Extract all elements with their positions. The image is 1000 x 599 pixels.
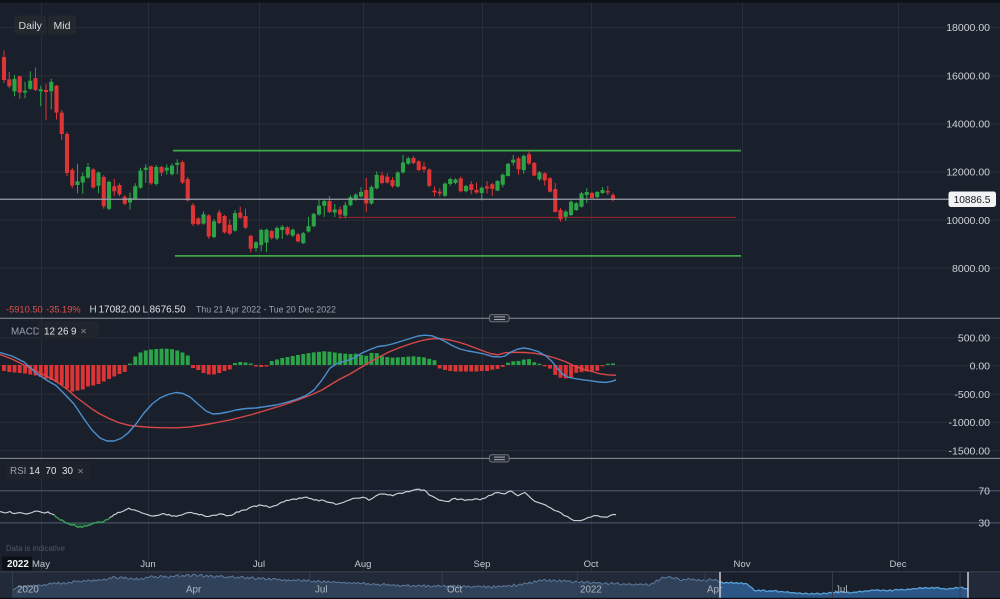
svg-text:9: 9 bbox=[71, 326, 76, 337]
svg-text:-1000.00: -1000.00 bbox=[949, 417, 991, 429]
svg-text:May: May bbox=[32, 559, 50, 570]
svg-text:10000.00: 10000.00 bbox=[946, 215, 990, 227]
svg-text:×: × bbox=[78, 465, 84, 477]
svg-text:Data is indicative: Data is indicative bbox=[6, 544, 65, 553]
svg-text:-1500.00: -1500.00 bbox=[949, 445, 991, 457]
svg-text:×: × bbox=[81, 326, 87, 338]
svg-text:Jun: Jun bbox=[140, 559, 155, 570]
svg-text:500.00: 500.00 bbox=[958, 333, 990, 345]
svg-text:-5910.50: -5910.50 bbox=[6, 304, 43, 314]
svg-text:12000.00: 12000.00 bbox=[946, 167, 990, 179]
svg-text:2022: 2022 bbox=[580, 584, 602, 595]
svg-text:17082.00: 17082.00 bbox=[99, 305, 141, 316]
svg-text:12: 12 bbox=[44, 326, 55, 337]
svg-text:26: 26 bbox=[58, 326, 69, 337]
svg-text:8676.50: 8676.50 bbox=[150, 305, 187, 316]
svg-text:MACD: MACD bbox=[11, 326, 40, 337]
svg-text:2022: 2022 bbox=[7, 559, 29, 570]
svg-text:Oct: Oct bbox=[447, 584, 463, 595]
svg-text:RSI: RSI bbox=[10, 466, 26, 477]
svg-text:16000.00: 16000.00 bbox=[946, 70, 990, 82]
svg-text:Mid: Mid bbox=[54, 20, 71, 32]
svg-text:18000.00: 18000.00 bbox=[946, 22, 990, 34]
svg-text:Dec: Dec bbox=[890, 559, 907, 570]
svg-text:Apr: Apr bbox=[707, 584, 723, 595]
svg-text:0.00: 0.00 bbox=[970, 361, 991, 373]
svg-text:70: 70 bbox=[978, 485, 990, 497]
svg-text:Oct: Oct bbox=[584, 559, 599, 570]
svg-text:30: 30 bbox=[62, 466, 73, 477]
svg-text:Sep: Sep bbox=[474, 559, 491, 570]
svg-text:L: L bbox=[143, 305, 149, 316]
svg-text:-500.00: -500.00 bbox=[954, 389, 990, 401]
svg-text:14000.00: 14000.00 bbox=[946, 119, 990, 131]
svg-text:Apr: Apr bbox=[186, 584, 202, 595]
svg-text:Jul: Jul bbox=[253, 559, 265, 570]
svg-text:14: 14 bbox=[29, 466, 40, 477]
svg-text:Daily: Daily bbox=[19, 20, 43, 32]
svg-text:Nov: Nov bbox=[734, 559, 751, 570]
svg-text:8000.00: 8000.00 bbox=[952, 263, 990, 275]
svg-text:70: 70 bbox=[46, 466, 57, 477]
svg-text:2020: 2020 bbox=[17, 584, 39, 595]
svg-text:-35.19%: -35.19% bbox=[46, 304, 81, 314]
svg-text:10886.5: 10886.5 bbox=[954, 195, 991, 206]
svg-text:Jul: Jul bbox=[835, 584, 848, 595]
svg-text:30: 30 bbox=[978, 518, 990, 530]
svg-text:Jul: Jul bbox=[315, 584, 328, 595]
svg-text:H: H bbox=[90, 305, 97, 316]
svg-text:Aug: Aug bbox=[355, 559, 372, 570]
svg-text:Thu 21 Apr 2022 - Tue 20 Dec 2: Thu 21 Apr 2022 - Tue 20 Dec 2022 bbox=[196, 304, 336, 314]
